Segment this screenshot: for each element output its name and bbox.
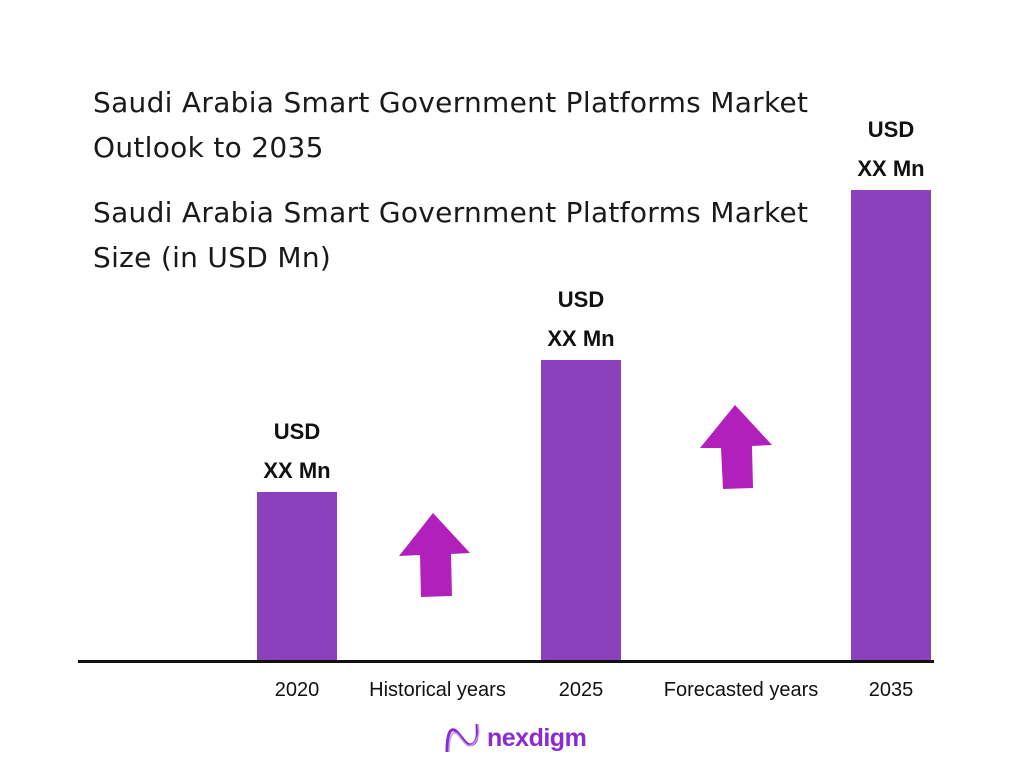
data-label-line: USD [273, 419, 321, 445]
arrow-up-icon [399, 513, 470, 597]
x-tick-label-2020: 2020 [274, 679, 320, 701]
nexdigm-logo-icon [445, 723, 480, 753]
data-label-2035: USD XX Mn [831, 110, 951, 188]
logo-text: nexdigm [487, 723, 587, 752]
arrow-up-icon [700, 405, 772, 489]
bar-2035 [851, 190, 931, 662]
bar-2025 [541, 359, 621, 662]
data-label-line: USD [557, 286, 605, 312]
chart-subtitle: Saudi Arabia Smart Government Platforms … [93, 196, 809, 274]
data-label-line: XX Mn [263, 458, 331, 484]
forecasted-years-label: Forecasted years [663, 679, 819, 701]
x-tick-label-2035: 2035 [868, 679, 914, 701]
data-label-2025: USD XX Mn [521, 280, 641, 358]
historical-years-label: Historical years [369, 679, 506, 701]
data-label-2020: USD XX Mn [237, 412, 357, 490]
chart-title: Saudi Arabia Smart Government Platforms … [93, 86, 809, 164]
x-tick-label-2025: 2025 [558, 679, 604, 701]
nexdigm-logo: nexdigm [443, 722, 587, 754]
data-label-line: XX Mn [547, 325, 615, 351]
data-label-line: XX Mn [857, 156, 925, 181]
bar-2020 [257, 492, 337, 662]
x-axis-line [78, 660, 934, 663]
data-label-line: USD [867, 117, 915, 142]
